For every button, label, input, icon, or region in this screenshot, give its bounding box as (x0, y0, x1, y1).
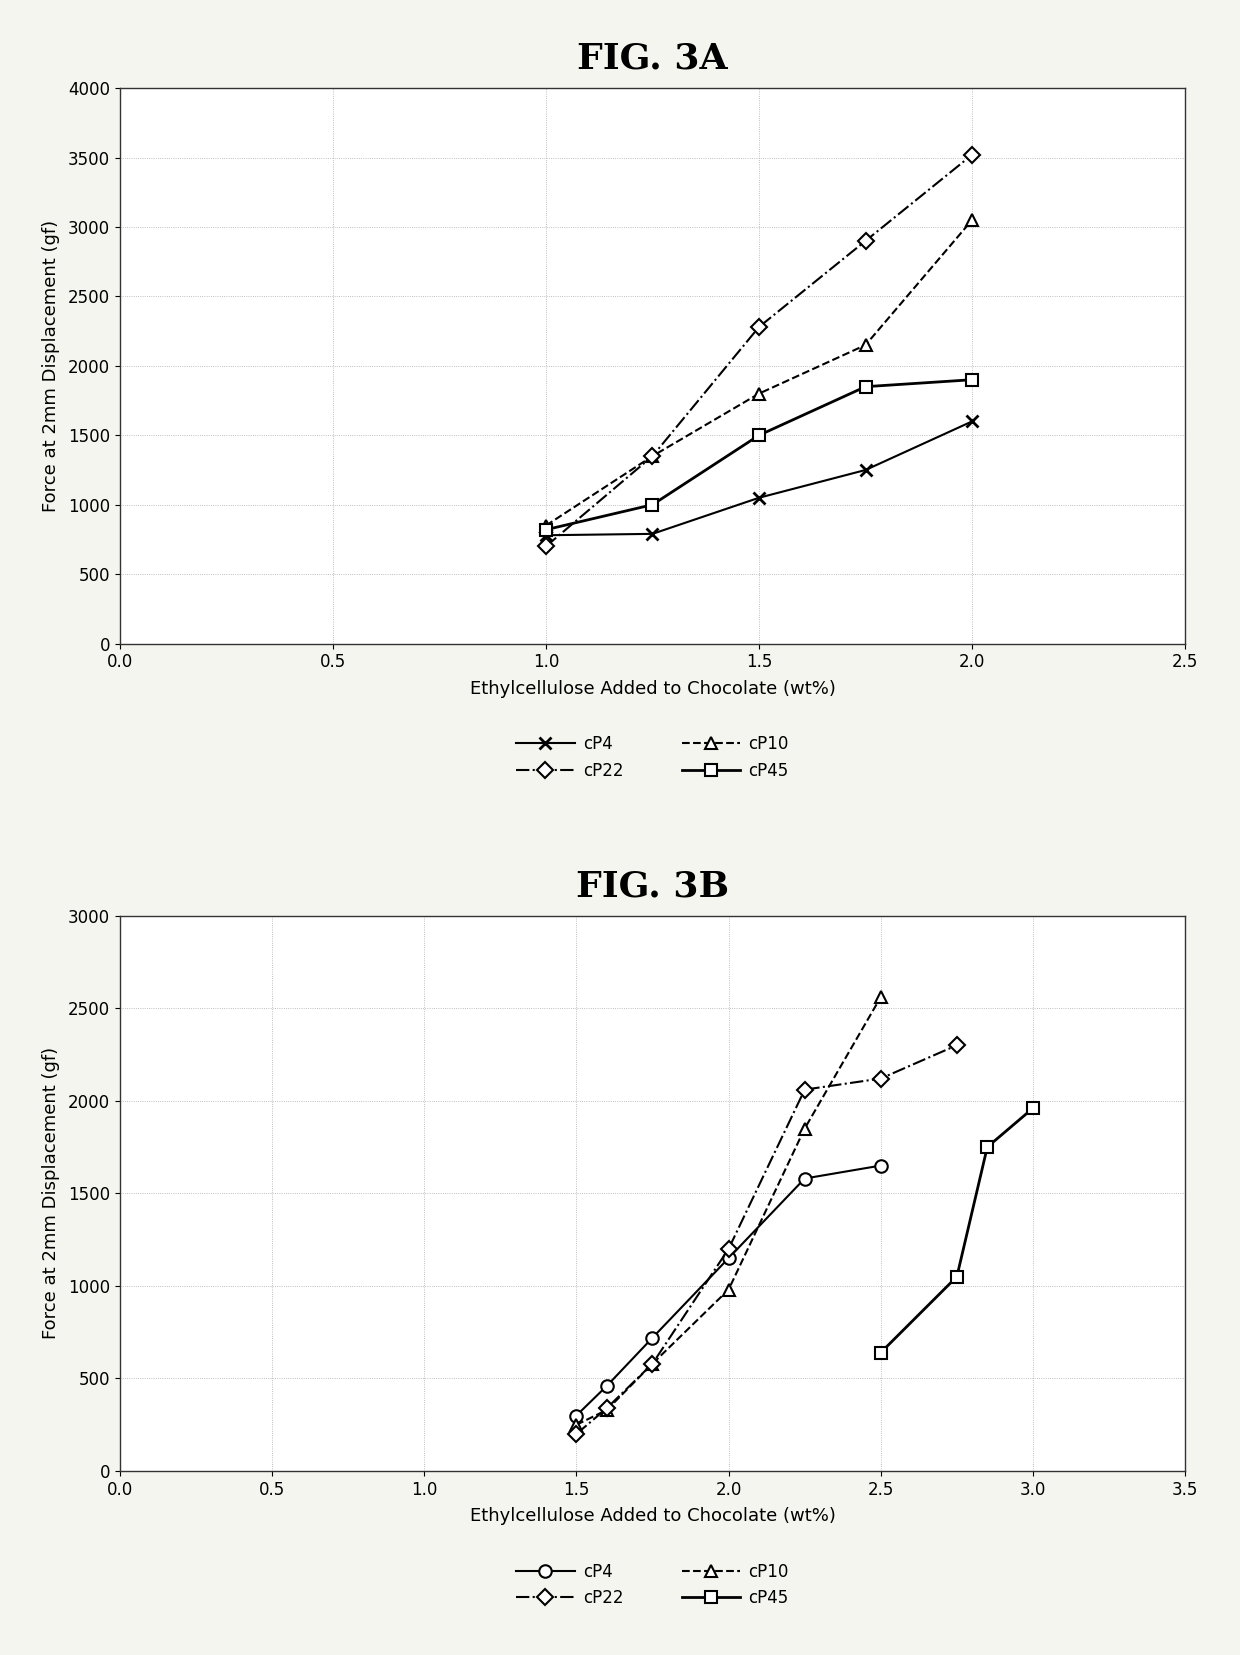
cP4 (569, 1405, 584, 1425)
cP45 (645, 495, 660, 515)
Line: cP22: cP22 (541, 149, 977, 551)
cP4 (722, 1248, 737, 1268)
cP45 (980, 1137, 994, 1157)
cP22 (599, 1398, 614, 1418)
cP10 (645, 447, 660, 467)
Title: FIG. 3A: FIG. 3A (577, 41, 728, 76)
cP45 (950, 1266, 965, 1286)
cP4 (858, 460, 873, 480)
Line: cP4: cP4 (570, 1158, 887, 1422)
Line: cP10: cP10 (570, 991, 887, 1432)
cP45 (538, 520, 553, 540)
cP4 (873, 1155, 888, 1175)
cP10 (751, 384, 766, 404)
cP22 (965, 146, 980, 166)
cP4 (797, 1168, 812, 1188)
cP22 (645, 447, 660, 467)
cP10 (858, 334, 873, 354)
cP22 (873, 1069, 888, 1089)
cP4 (751, 488, 766, 508)
cP4 (645, 525, 660, 544)
cP22 (538, 536, 553, 556)
cP10 (722, 1279, 737, 1299)
X-axis label: Ethylcellulose Added to Chocolate (wt%): Ethylcellulose Added to Chocolate (wt%) (470, 680, 836, 698)
cP22 (751, 318, 766, 338)
cP22 (858, 232, 873, 252)
cP4 (645, 1327, 660, 1347)
cP45 (1025, 1099, 1040, 1119)
Y-axis label: Force at 2mm Displacement (gf): Force at 2mm Displacement (gf) (42, 1048, 60, 1339)
cP10 (538, 516, 553, 536)
cP22 (797, 1079, 812, 1099)
cP10 (645, 1354, 660, 1374)
Line: cP45: cP45 (875, 1102, 1039, 1359)
Line: cP22: cP22 (570, 1039, 962, 1440)
cP10 (873, 986, 888, 1006)
cP45 (965, 369, 980, 389)
cP45 (873, 1342, 888, 1362)
cP10 (569, 1415, 584, 1435)
cP45 (751, 425, 766, 445)
Legend: cP4, cP22, cP10, cP45: cP4, cP22, cP10, cP45 (516, 1562, 789, 1607)
cP4 (538, 525, 553, 544)
cP4 (965, 412, 980, 432)
Y-axis label: Force at 2mm Displacement (gf): Force at 2mm Displacement (gf) (42, 220, 60, 511)
cP10 (797, 1119, 812, 1139)
cP22 (950, 1036, 965, 1056)
Line: cP10: cP10 (539, 213, 978, 531)
Title: FIG. 3B: FIG. 3B (575, 869, 729, 904)
cP10 (599, 1400, 614, 1420)
X-axis label: Ethylcellulose Added to Chocolate (wt%): Ethylcellulose Added to Chocolate (wt%) (470, 1508, 836, 1526)
cP22 (569, 1423, 584, 1443)
cP22 (645, 1354, 660, 1374)
cP4 (599, 1375, 614, 1395)
Line: cP4: cP4 (539, 415, 978, 541)
cP10 (965, 210, 980, 230)
Line: cP45: cP45 (541, 374, 977, 535)
cP22 (722, 1240, 737, 1259)
Legend: cP4, cP22, cP10, cP45: cP4, cP22, cP10, cP45 (516, 735, 789, 780)
cP45 (858, 377, 873, 397)
